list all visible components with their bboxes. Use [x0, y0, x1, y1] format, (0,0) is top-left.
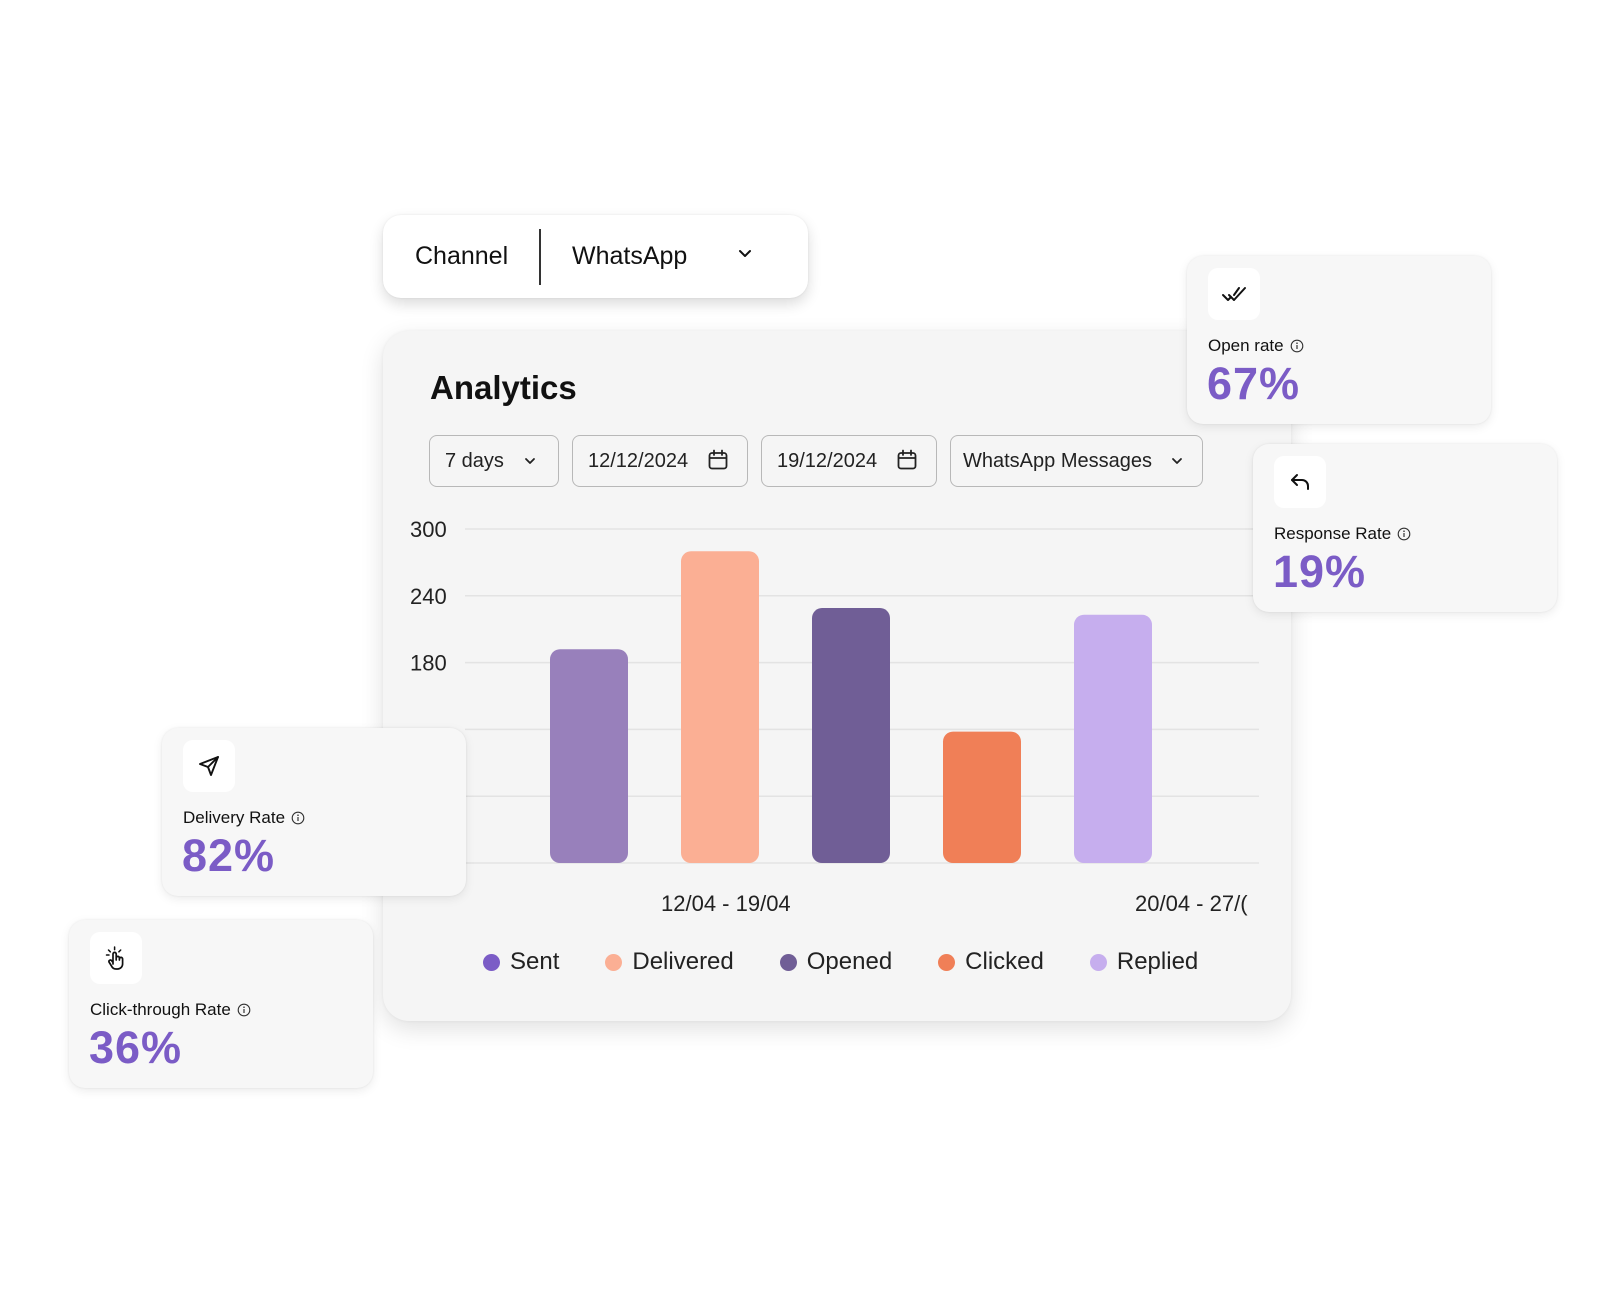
legend-dot [483, 953, 500, 971]
message-type-value: WhatsApp Messages [963, 449, 1152, 472]
legend-label: Opened [806, 948, 893, 975]
open-rate-value: 67% [1207, 358, 1301, 409]
click-through-rate-value: 36% [89, 1022, 183, 1073]
click-through-rate-label: Click-through Rate [90, 1000, 251, 1020]
delivery-rate-label-text: Delivery Rate [183, 808, 286, 827]
double-check-icon [1208, 268, 1260, 320]
start-date-field[interactable]: 12/12/2024 [572, 435, 748, 487]
info-icon[interactable] [1397, 527, 1411, 541]
legend-label: Replied [1116, 948, 1199, 975]
response-rate-label: Response Rate [1274, 524, 1411, 544]
panel-title: Analytics [430, 369, 577, 406]
bar-opened[interactable] [812, 608, 890, 863]
analytics-panel: Analytics 7 days 12/12/2024 19/12/2024 W… [383, 331, 1291, 1021]
chevron-down-icon [525, 458, 535, 464]
range-value: 7 days [445, 449, 504, 472]
channel-label: Channel [415, 242, 509, 270]
chevron-down-icon [1172, 458, 1182, 464]
chevron-down-icon[interactable] [734, 243, 756, 265]
legend-dot [779, 953, 797, 971]
legend-label: Sent [510, 948, 560, 975]
response-rate-value: 19% [1273, 546, 1367, 597]
info-icon[interactable] [291, 811, 305, 825]
open-rate-label: Open rate [1208, 336, 1304, 356]
x-tick-label: 12/04 - 19/04 [661, 891, 791, 916]
channel-value[interactable]: WhatsApp [572, 242, 688, 270]
legend-dot [938, 953, 956, 971]
channel-selector[interactable]: Channel WhatsApp [383, 215, 808, 298]
legend-item-clicked[interactable]: Clicked [938, 948, 1044, 976]
legend-item-replied[interactable]: Replied [1089, 948, 1199, 976]
legend-label: Clicked [965, 948, 1044, 975]
response-rate-card: Response Rate 19% [1253, 444, 1557, 612]
click-through-rate-card: Click-through Rate 36% [69, 920, 373, 1088]
legend-label: Delivered [632, 948, 734, 975]
legend-item-opened[interactable]: Opened [779, 948, 893, 976]
send-icon [183, 740, 235, 792]
bar-delivered[interactable] [681, 551, 759, 863]
message-type-dropdown[interactable]: WhatsApp Messages [950, 435, 1203, 487]
open-rate-label-text: Open rate [1208, 336, 1284, 355]
info-icon[interactable] [237, 1003, 251, 1017]
y-tick-label: 300 [410, 517, 447, 542]
calendar-icon[interactable] [707, 449, 729, 471]
delivery-rate-value: 82% [182, 830, 276, 881]
delivery-rate-card: Delivery Rate 82% [162, 728, 466, 896]
legend-item-delivered[interactable]: Delivered [605, 948, 734, 976]
click-through-rate-label-text: Click-through Rate [90, 1000, 231, 1019]
y-tick-label: 180 [410, 651, 447, 676]
legend-item-sent[interactable]: Sent [483, 948, 559, 976]
open-rate-card: Open rate 67% [1187, 256, 1491, 424]
reply-icon [1274, 456, 1326, 508]
bar-replied[interactable] [1074, 614, 1152, 863]
end-date-field[interactable]: 19/12/2024 [761, 435, 937, 487]
legend-dot [1089, 953, 1107, 971]
channel-divider [539, 228, 541, 285]
tap-icon [90, 932, 142, 984]
chart-legend: Sent Delivered Opened Clicked Replied [483, 948, 1244, 976]
y-tick-label: 240 [410, 584, 447, 609]
bar-chart: 300 240 180 12/04 - 19/04 20/04 - 27/( [410, 517, 1259, 916]
info-icon[interactable] [1290, 339, 1304, 353]
bar-sent[interactable] [550, 649, 628, 863]
calendar-icon[interactable] [896, 449, 918, 471]
x-tick-label: 20/04 - 27/( [1135, 891, 1248, 916]
legend-dot [605, 953, 623, 971]
end-date-value: 19/12/2024 [777, 449, 878, 472]
bar-clicked[interactable] [943, 731, 1021, 863]
start-date-value: 12/12/2024 [588, 449, 689, 472]
delivery-rate-label: Delivery Rate [183, 808, 305, 828]
range-dropdown[interactable]: 7 days [429, 435, 559, 487]
response-rate-label-text: Response Rate [1274, 524, 1392, 543]
